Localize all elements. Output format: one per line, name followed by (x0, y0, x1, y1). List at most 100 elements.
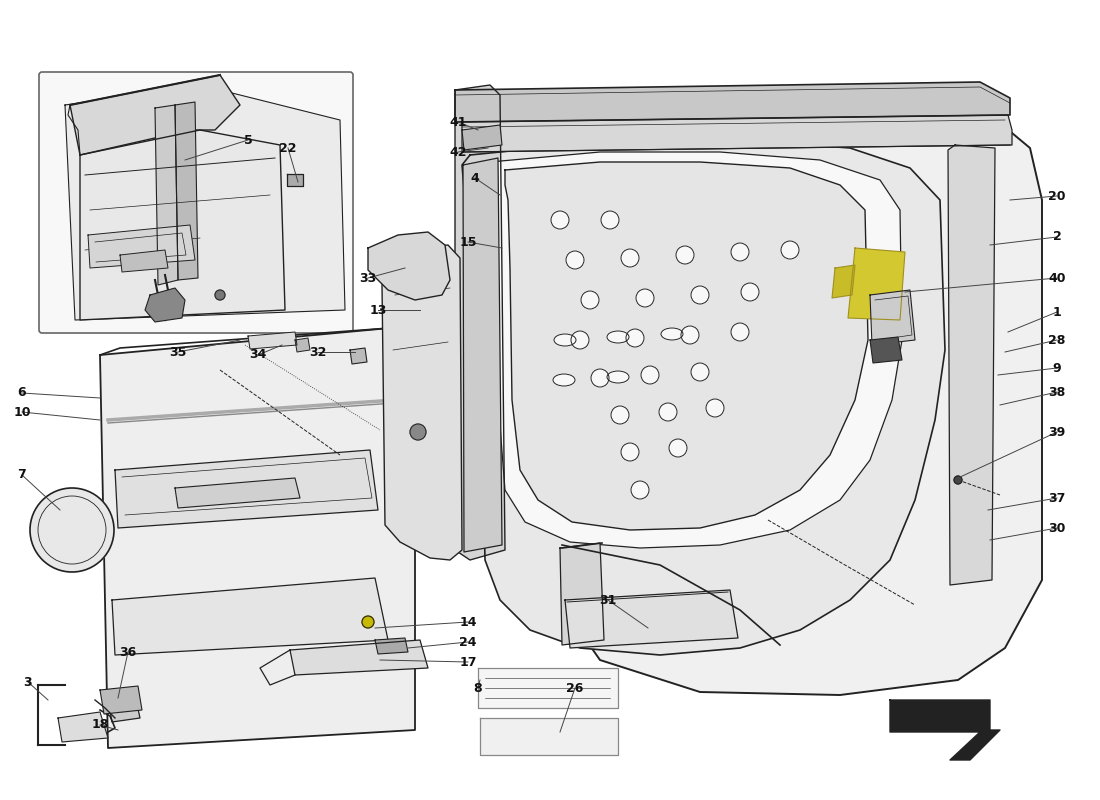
Polygon shape (108, 695, 140, 722)
Ellipse shape (553, 374, 575, 386)
Polygon shape (462, 115, 1012, 152)
Circle shape (636, 289, 654, 307)
Polygon shape (560, 543, 604, 645)
Text: 15: 15 (460, 235, 476, 249)
Polygon shape (100, 328, 415, 748)
Circle shape (410, 424, 426, 440)
Circle shape (626, 329, 644, 347)
Polygon shape (848, 248, 905, 320)
Circle shape (732, 323, 749, 341)
Polygon shape (100, 686, 142, 714)
Circle shape (621, 249, 639, 267)
Ellipse shape (554, 334, 576, 346)
Text: 22: 22 (279, 142, 297, 154)
Circle shape (681, 326, 698, 344)
Text: 14: 14 (460, 615, 476, 629)
Text: 7: 7 (18, 469, 26, 482)
Ellipse shape (607, 331, 629, 343)
Polygon shape (832, 265, 855, 298)
Circle shape (659, 403, 676, 421)
Polygon shape (462, 125, 502, 150)
Polygon shape (155, 105, 178, 285)
Ellipse shape (607, 371, 629, 383)
Polygon shape (290, 640, 428, 675)
Text: 5: 5 (243, 134, 252, 146)
Polygon shape (65, 85, 345, 320)
Circle shape (706, 399, 724, 417)
Polygon shape (375, 638, 408, 654)
Text: a passion for: a passion for (411, 365, 629, 475)
Text: 40: 40 (1048, 271, 1066, 285)
Circle shape (691, 286, 710, 304)
Circle shape (631, 481, 649, 499)
Circle shape (954, 476, 962, 484)
Circle shape (214, 290, 225, 300)
Polygon shape (116, 450, 378, 528)
Polygon shape (145, 288, 185, 322)
Circle shape (641, 366, 659, 384)
Polygon shape (490, 152, 902, 548)
Text: 4: 4 (471, 171, 480, 185)
Polygon shape (88, 225, 195, 268)
Text: 33: 33 (360, 271, 376, 285)
Polygon shape (120, 250, 168, 272)
Circle shape (551, 211, 569, 229)
Polygon shape (350, 348, 367, 364)
Text: 42: 42 (449, 146, 466, 158)
Polygon shape (382, 245, 462, 560)
Polygon shape (70, 75, 240, 155)
Text: 34: 34 (250, 349, 266, 362)
Polygon shape (58, 712, 108, 742)
Polygon shape (463, 158, 502, 552)
Polygon shape (948, 145, 996, 585)
Polygon shape (505, 162, 868, 530)
Polygon shape (80, 130, 285, 320)
Polygon shape (556, 98, 1042, 695)
Text: 9: 9 (1053, 362, 1062, 374)
Polygon shape (112, 578, 388, 655)
Text: 28: 28 (1048, 334, 1066, 346)
Text: 39: 39 (1048, 426, 1066, 438)
Text: 85: 85 (840, 96, 899, 144)
Polygon shape (455, 85, 505, 560)
Polygon shape (890, 700, 1000, 760)
Text: 24: 24 (460, 635, 476, 649)
Polygon shape (287, 174, 303, 186)
Polygon shape (295, 338, 310, 352)
Circle shape (601, 211, 619, 229)
Circle shape (610, 406, 629, 424)
Polygon shape (455, 82, 1010, 122)
Circle shape (669, 439, 688, 457)
Text: 10: 10 (13, 406, 31, 418)
Circle shape (676, 246, 694, 264)
Polygon shape (175, 102, 198, 280)
Text: 1: 1 (1053, 306, 1062, 318)
Polygon shape (462, 140, 945, 655)
Text: 6: 6 (18, 386, 26, 399)
Text: 17: 17 (460, 655, 476, 669)
Text: 35: 35 (169, 346, 187, 358)
Text: 18: 18 (91, 718, 109, 731)
Circle shape (566, 251, 584, 269)
Circle shape (571, 331, 588, 349)
Circle shape (581, 291, 600, 309)
Text: 36: 36 (120, 646, 136, 658)
Polygon shape (870, 337, 902, 363)
Circle shape (691, 363, 710, 381)
Circle shape (30, 488, 114, 572)
Polygon shape (480, 718, 618, 755)
Polygon shape (175, 478, 300, 508)
Text: 31: 31 (600, 594, 617, 606)
Text: EUROSPARES: EUROSPARES (626, 152, 934, 288)
Text: 30: 30 (1048, 522, 1066, 534)
Text: 26: 26 (566, 682, 584, 694)
Circle shape (741, 283, 759, 301)
FancyBboxPatch shape (39, 72, 353, 333)
Circle shape (591, 369, 609, 387)
Text: 32: 32 (309, 346, 327, 358)
Text: 41: 41 (449, 115, 466, 129)
Circle shape (362, 616, 374, 628)
Text: 37: 37 (1048, 491, 1066, 505)
Polygon shape (368, 232, 450, 300)
Text: 3: 3 (24, 675, 32, 689)
